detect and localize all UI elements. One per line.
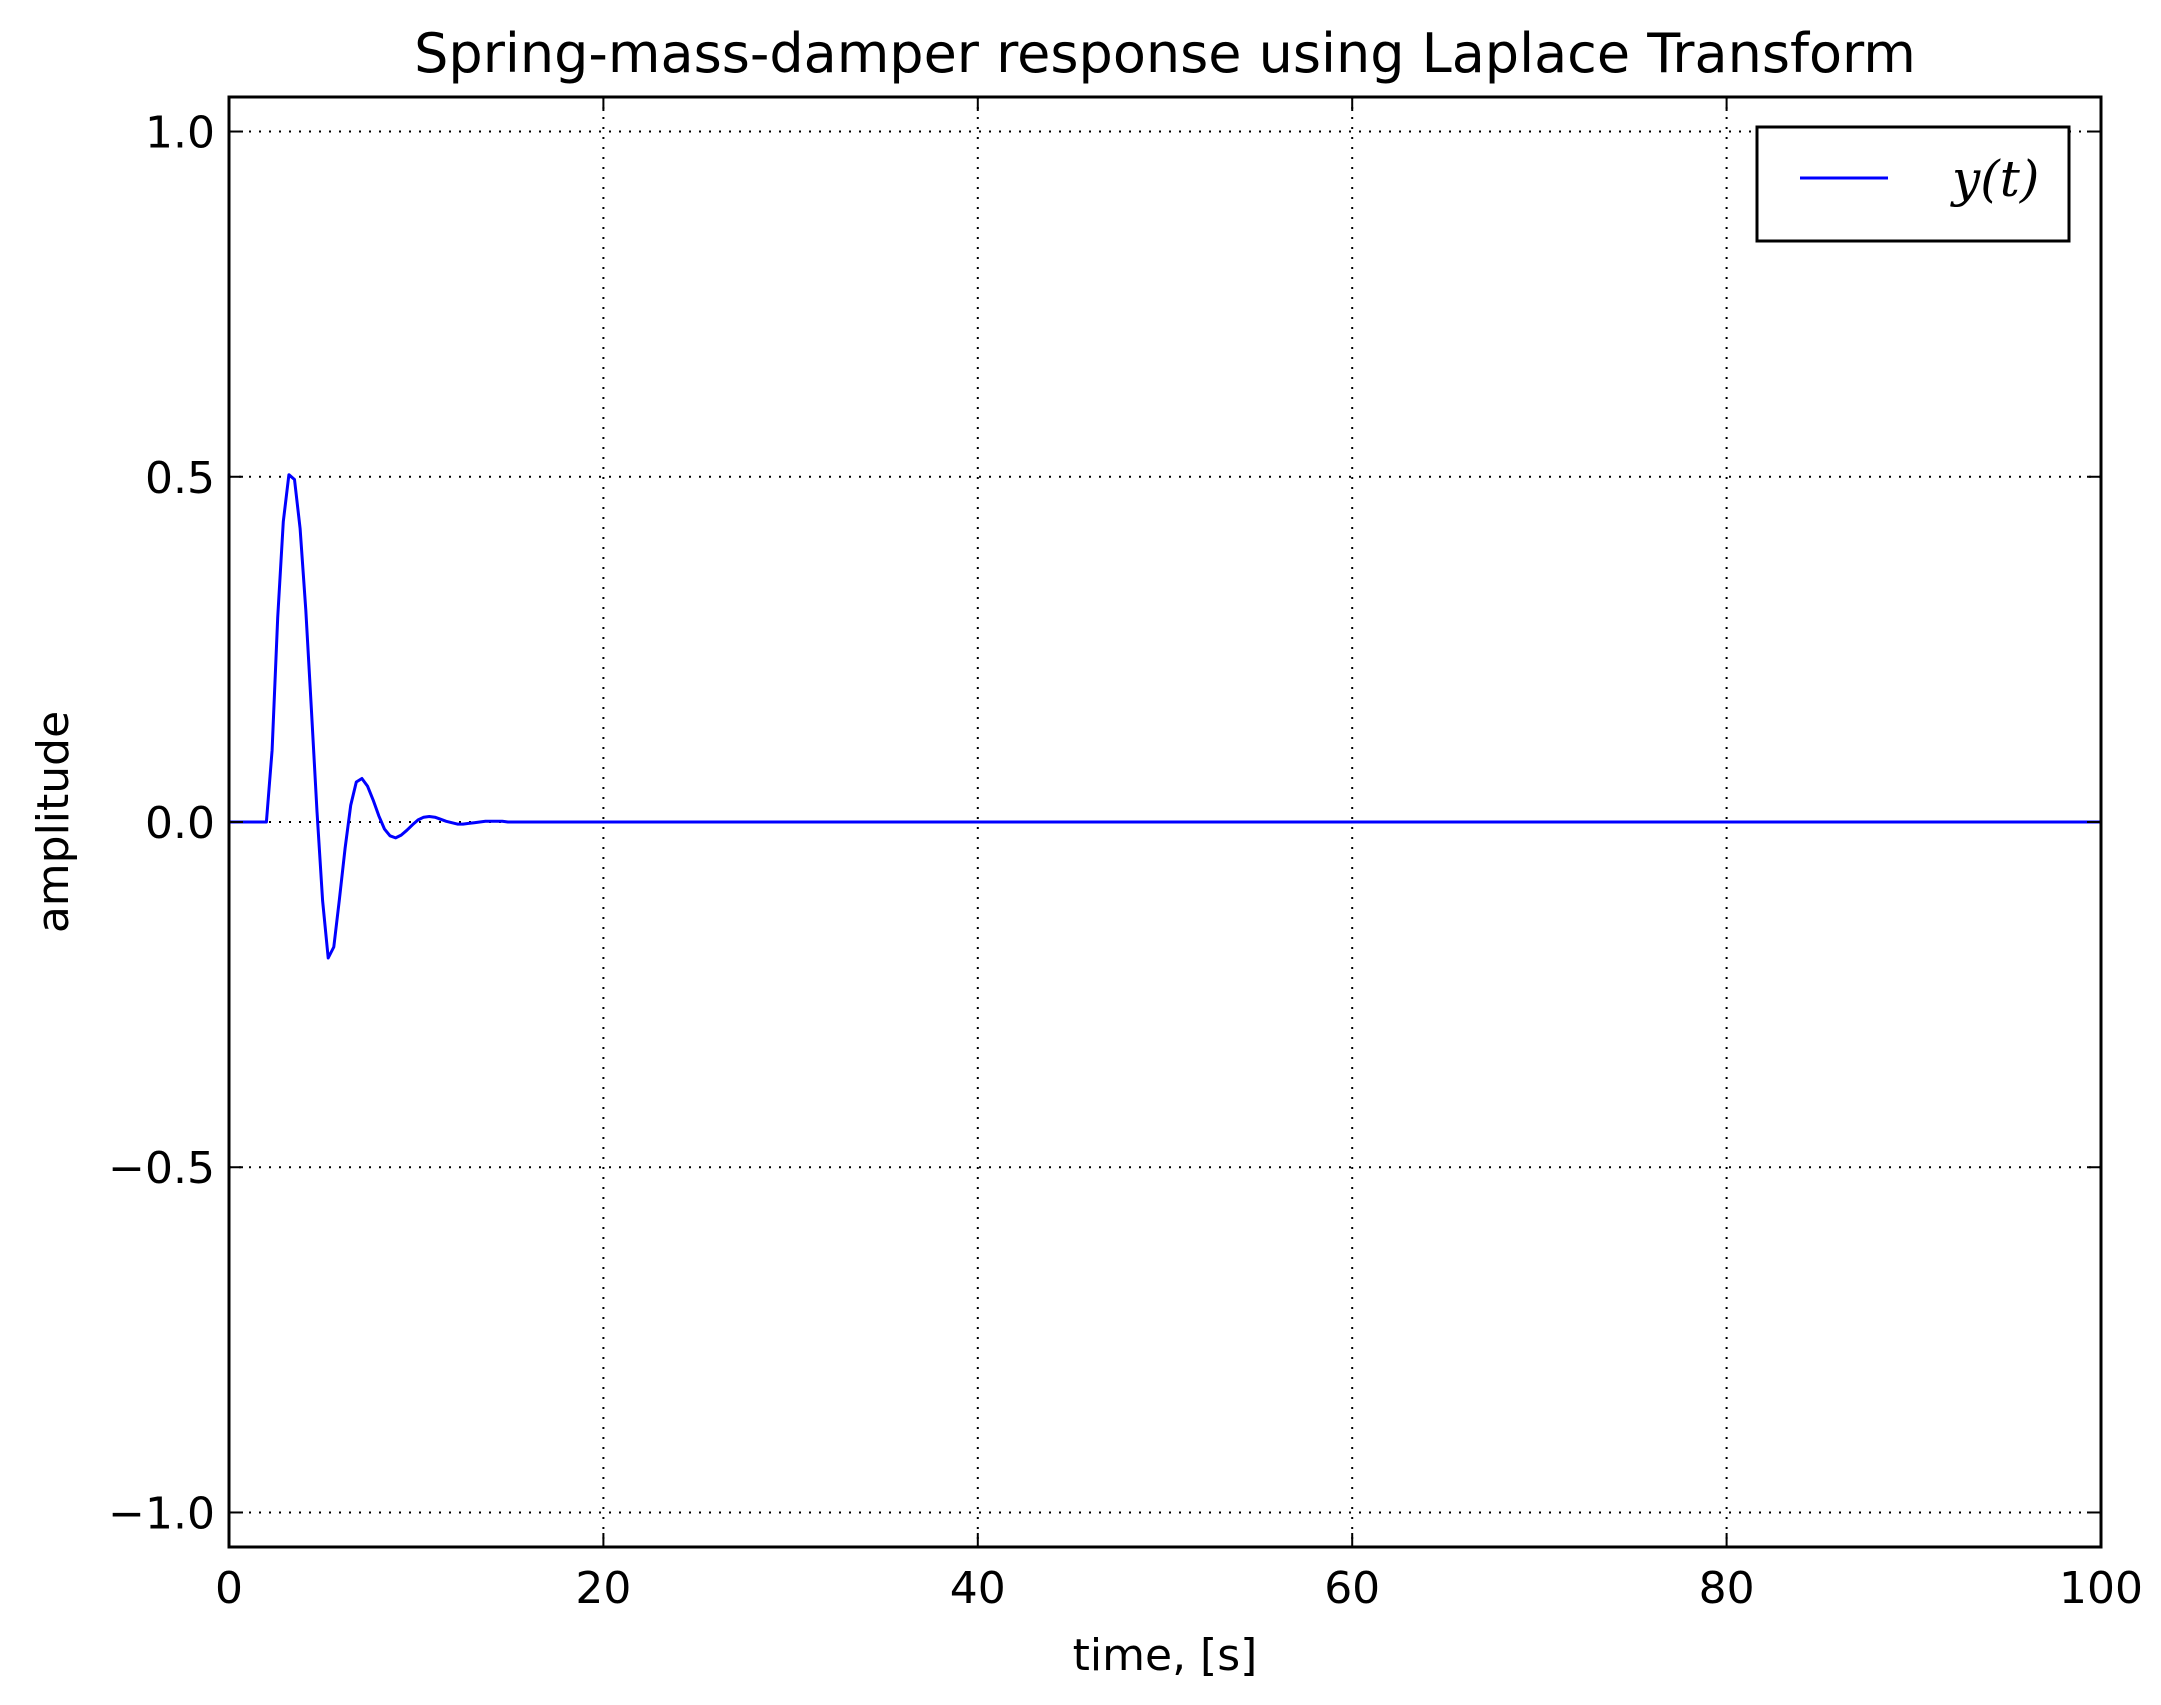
x-tick-label: 80 — [1699, 1563, 1755, 1614]
legend-box — [1755, 125, 2071, 243]
x-tick-label: 60 — [1324, 1563, 1380, 1614]
x-axis-label: time, [s] — [1073, 1630, 1258, 1681]
series-line-y-t — [229, 473, 2101, 960]
y-tick-label: 0.5 — [145, 453, 215, 504]
y-tick-label: −1.0 — [108, 1488, 215, 1539]
x-tick-label: 20 — [575, 1563, 631, 1614]
legend-label: y(t) — [1950, 150, 2039, 208]
tick-layer — [228, 97, 2102, 1547]
legend: y(t) — [1755, 125, 2071, 243]
y-tick-label: 0.0 — [145, 798, 215, 849]
chart-title: Spring-mass-damper response using Laplac… — [414, 22, 1916, 85]
x-tick-label: 40 — [950, 1563, 1006, 1614]
y-tick-label: −0.5 — [108, 1143, 215, 1194]
x-tick-label: 0 — [215, 1563, 243, 1614]
x-tick-label: 100 — [2059, 1563, 2143, 1614]
tick-label-layer: 0 20 40 60 80 100 −1.0 −0.5 0.0 0.5 1.0 — [108, 108, 2143, 1614]
y-tick-label: 1.0 — [145, 108, 215, 159]
y-axis-label: amplitude — [28, 711, 79, 933]
series-layer — [229, 473, 2101, 960]
